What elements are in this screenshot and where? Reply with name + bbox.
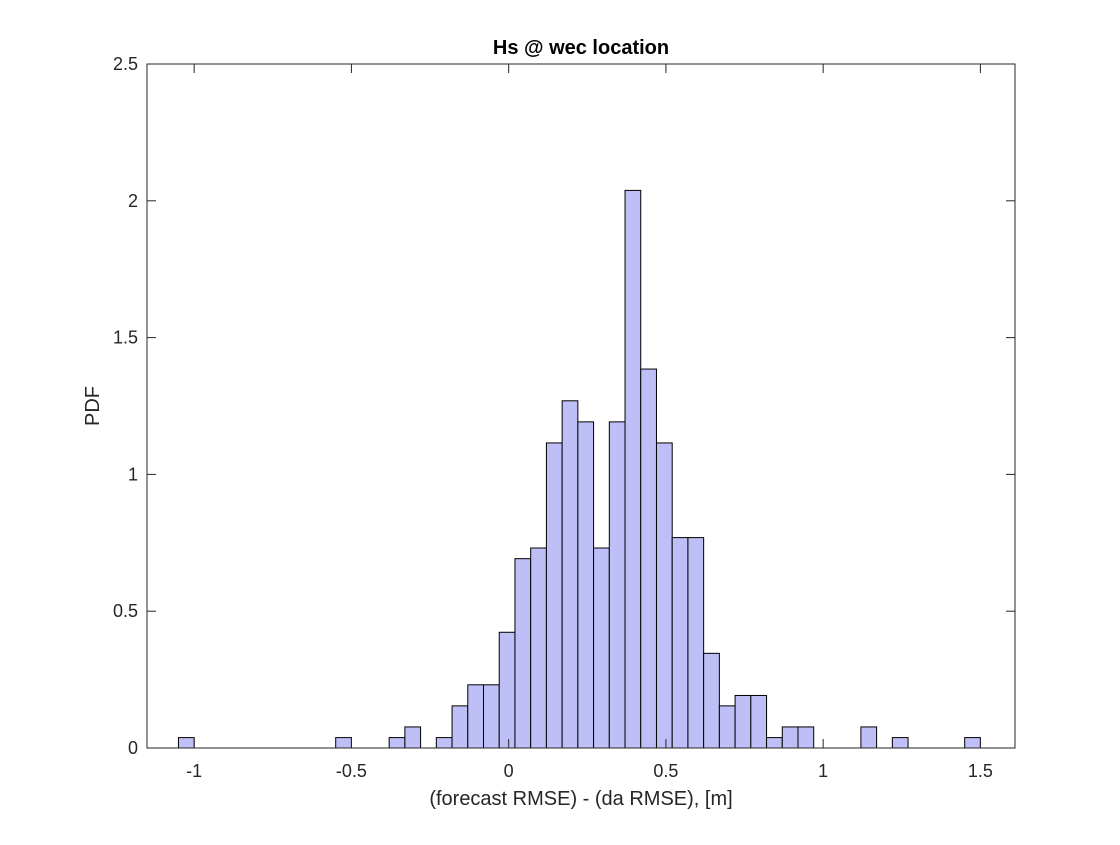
histogram-bars	[177, 189, 981, 749]
histogram-bar	[624, 189, 642, 749]
histogram-bar	[577, 421, 595, 749]
histogram-bar	[545, 442, 563, 749]
histogram-bar	[177, 737, 195, 749]
y-tick-label: 1	[128, 464, 138, 484]
histogram-bar	[483, 684, 500, 749]
x-tick-label: 0.5	[653, 761, 678, 781]
chart-title: Hs @ wec location	[493, 37, 669, 59]
histogram-bar	[404, 726, 422, 749]
histogram-bar	[593, 547, 610, 749]
y-axis-label: PDF	[82, 386, 104, 426]
y-tick-label: 1.5	[113, 328, 138, 348]
y-tick-label: 0.5	[113, 601, 138, 621]
histogram-bar	[608, 421, 626, 749]
histogram-bar	[467, 684, 484, 749]
histogram-bar	[671, 537, 689, 749]
histogram-bar	[687, 537, 705, 749]
histogram-bar	[640, 368, 657, 749]
histogram-bar	[335, 737, 352, 749]
histogram-bar	[388, 737, 406, 749]
histogram-bar	[891, 737, 909, 749]
axis-ticks: -1 -0.5 0 0.5 1 1.5 0 0.5 1 1.5 2 2.5	[113, 54, 1015, 781]
histogram-bar	[435, 737, 453, 749]
histogram-bar	[718, 705, 736, 749]
histogram-bar	[766, 737, 783, 749]
histogram-bar	[750, 694, 768, 749]
x-tick-label: 0	[504, 761, 514, 781]
histogram-bar	[561, 400, 579, 749]
histogram-bar	[781, 726, 799, 749]
histogram-bar	[860, 726, 878, 749]
x-tick-label: -0.5	[336, 761, 367, 781]
x-tick-label: -1	[186, 761, 202, 781]
histogram-bar	[734, 694, 752, 749]
histogram-bar	[703, 652, 720, 749]
histogram-bar	[514, 558, 532, 749]
histogram-bar	[451, 705, 469, 749]
y-tick-label: 2	[128, 191, 138, 211]
plot-area-frame	[146, 63, 1016, 749]
y-tick-label: 0	[128, 738, 138, 758]
histogram-bar	[797, 726, 815, 749]
x-tick-label: 1.5	[968, 761, 993, 781]
x-axis-label: (forecast RMSE) - (da RMSE), [m]	[429, 788, 732, 810]
x-tick-label: 1	[818, 761, 828, 781]
y-tick-label: 2.5	[113, 54, 138, 74]
histogram-bar	[530, 547, 547, 749]
histogram-bar	[655, 442, 673, 749]
histogram-bar	[964, 737, 981, 749]
histogram-bar	[498, 631, 516, 749]
